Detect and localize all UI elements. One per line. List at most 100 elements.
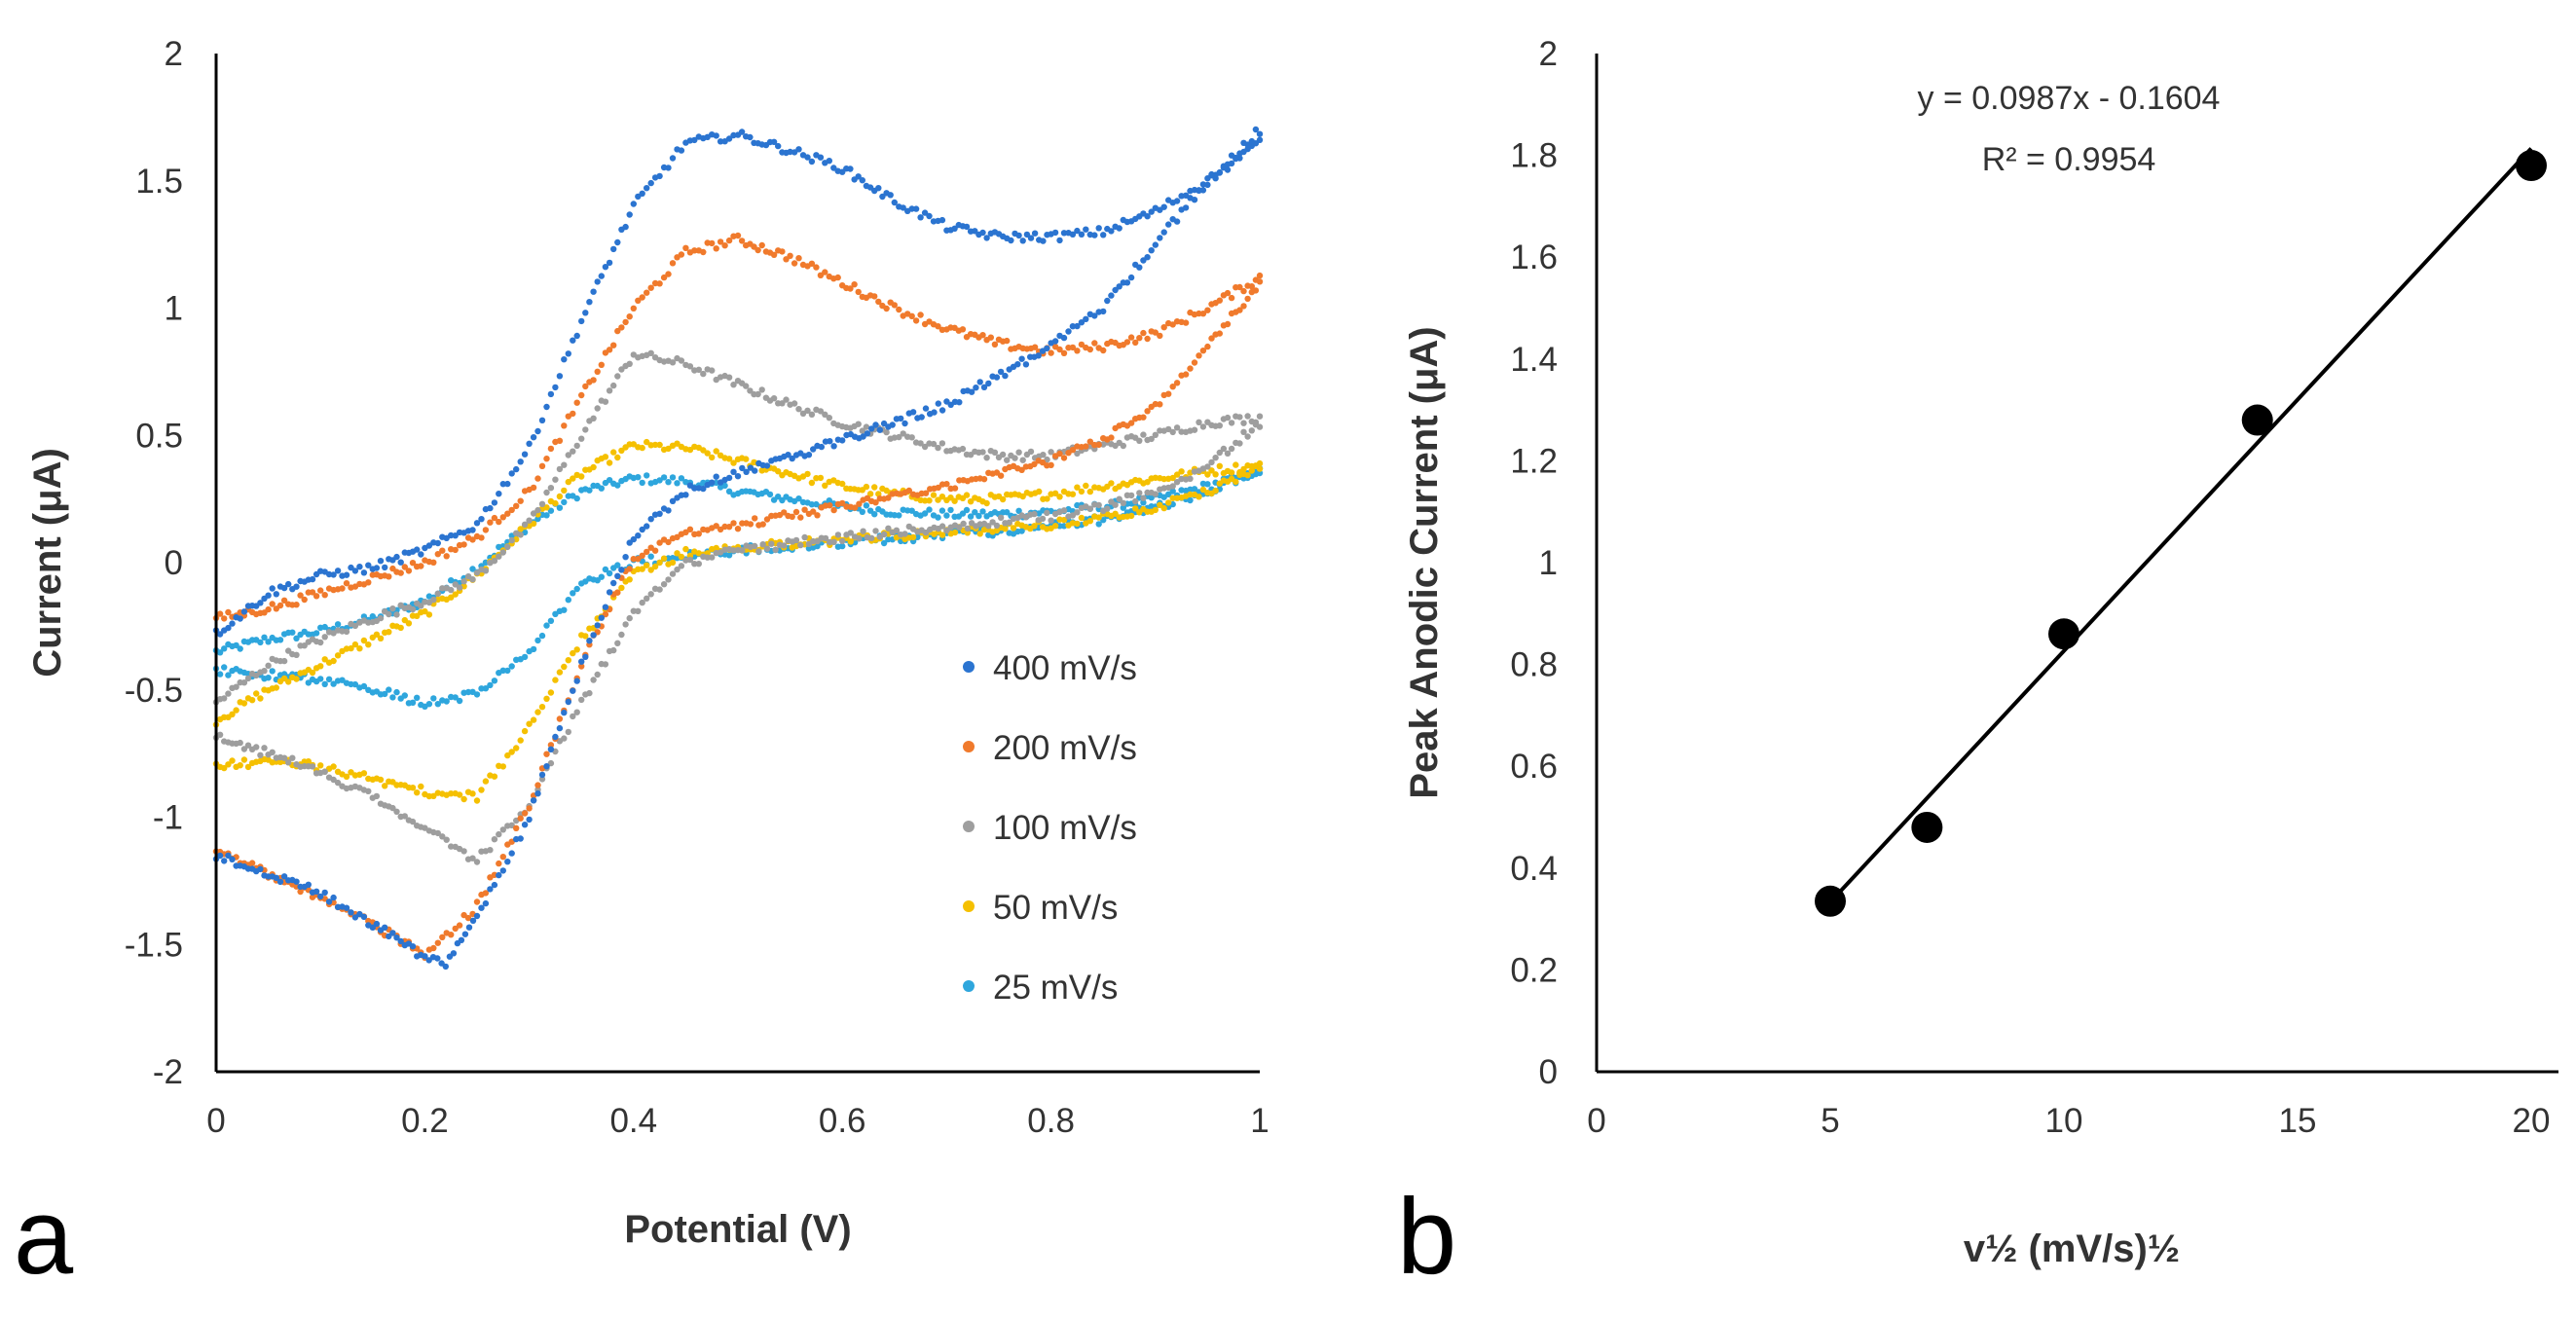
cv-point	[317, 587, 324, 594]
cv-point	[808, 260, 816, 267]
cv-point	[1216, 462, 1224, 469]
legend-entry: 100 mV/s	[993, 809, 1137, 847]
cv-point	[1091, 513, 1098, 520]
cv-point	[547, 445, 555, 453]
cv-point	[598, 273, 605, 279]
peak-x-tick-label: 20	[2513, 1102, 2551, 1140]
cv-point	[834, 531, 842, 538]
cv-point	[804, 407, 811, 414]
cv-point	[606, 647, 613, 655]
cv-point	[573, 332, 580, 340]
cv-point	[902, 535, 908, 543]
peak-x-tick-label: 10	[2045, 1102, 2083, 1140]
cv-point	[734, 232, 742, 239]
cv-point	[968, 520, 975, 527]
cv-point	[570, 475, 576, 482]
cv-point	[1140, 499, 1147, 506]
cv-point	[602, 398, 609, 405]
cv-point	[917, 214, 924, 221]
cv-point	[504, 751, 511, 759]
cv-point	[851, 533, 859, 540]
cv-point	[534, 637, 541, 644]
cv-point	[386, 933, 392, 940]
cv-point	[768, 540, 775, 547]
cv-point	[273, 591, 279, 598]
cv-point	[1108, 480, 1115, 487]
cv-point	[1091, 441, 1098, 449]
cv-point	[578, 473, 585, 480]
cv-point	[610, 579, 617, 587]
cv-point	[713, 245, 719, 252]
cv-point	[1216, 449, 1224, 457]
cv-point	[491, 881, 498, 889]
cv-point	[248, 759, 256, 767]
cv-point	[602, 610, 609, 618]
cv-point	[1240, 303, 1247, 310]
cv-point	[730, 382, 737, 388]
cv-point	[397, 624, 404, 632]
peak-y-tick-label: 0	[1539, 1053, 1558, 1091]
cv-point	[660, 555, 668, 562]
cv-point	[889, 529, 896, 536]
cv-point	[1048, 517, 1054, 524]
cv-point	[1010, 515, 1017, 523]
cv-point	[233, 683, 239, 690]
cv-point	[482, 568, 490, 574]
cv-point	[590, 632, 597, 639]
cv-point	[321, 592, 328, 599]
cv-point	[1136, 335, 1143, 342]
cv-point	[1086, 438, 1094, 445]
cv-point	[743, 456, 750, 462]
cv-point	[717, 526, 724, 533]
cv-point	[1002, 372, 1009, 380]
cv-point	[938, 507, 946, 514]
peak-y-axis-label: Peak Anodic Current (μA)	[1403, 326, 1446, 798]
cv-point	[691, 136, 698, 144]
cv-point	[1108, 498, 1115, 505]
cv-point	[1233, 461, 1239, 468]
cv-point	[573, 709, 580, 715]
panel-label-a: a	[14, 1177, 74, 1297]
cv-point	[393, 553, 400, 561]
cv-point	[221, 738, 228, 745]
cv-point	[526, 720, 533, 727]
cv-x-tick-label: 0	[206, 1102, 225, 1140]
cv-point	[1065, 522, 1072, 529]
cv-point	[1004, 457, 1011, 463]
cv-point	[1220, 165, 1228, 171]
cv-point	[297, 888, 304, 896]
cv-point	[565, 597, 571, 604]
cv-point	[1014, 520, 1021, 528]
trendline-r-squared: R² = 0.9954	[1982, 141, 2156, 178]
cv-point	[460, 541, 467, 548]
cv-point	[1120, 279, 1127, 286]
cv-point	[517, 458, 524, 465]
cv-point	[647, 516, 654, 523]
cv-point	[216, 649, 224, 656]
cv-point	[927, 411, 934, 418]
cv-point	[980, 384, 988, 390]
cv-point	[1173, 198, 1181, 204]
cv-point	[418, 701, 424, 709]
peak-y-tick-label: 0.4	[1510, 850, 1558, 888]
cv-point	[734, 473, 742, 480]
cv-point	[1056, 332, 1063, 340]
cv-point	[656, 172, 663, 180]
cv-point	[513, 502, 520, 509]
cv-point	[964, 525, 971, 532]
cv-point	[804, 154, 811, 161]
cv-point	[947, 506, 954, 514]
cv-point	[885, 423, 892, 430]
cv-point	[273, 754, 279, 761]
cv-point	[935, 400, 941, 407]
peak-y-tick-label: 1.6	[1510, 238, 1558, 276]
cv-point	[430, 596, 437, 604]
cv-point	[808, 411, 816, 418]
cv-point	[1056, 237, 1063, 244]
cv-point	[373, 565, 381, 571]
cv-point	[552, 499, 559, 507]
cv-point	[452, 546, 459, 554]
cv-point	[334, 768, 342, 775]
cv-point	[943, 527, 950, 534]
